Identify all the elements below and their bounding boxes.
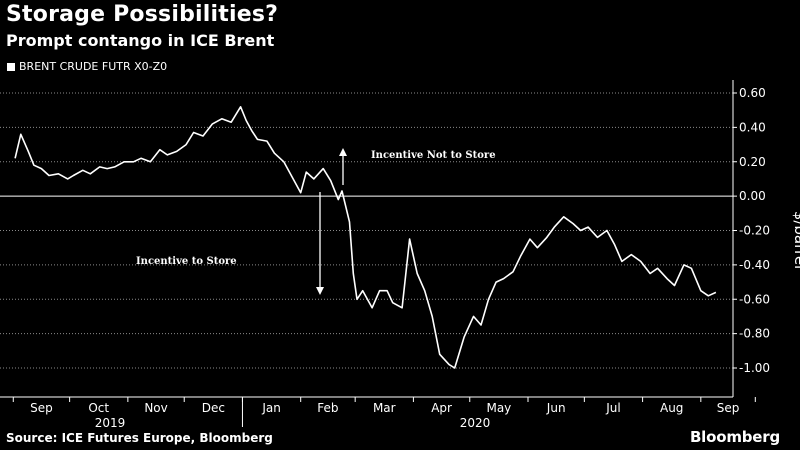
x-tick-label: Sep <box>717 401 740 415</box>
y-tick-label: -0.60 <box>739 292 770 306</box>
x-tick-label: Apr <box>431 401 452 415</box>
y-tick-label: 0.40 <box>739 120 766 134</box>
x-tick-label: Oct <box>88 401 109 415</box>
x-tick-label: May <box>486 401 511 415</box>
y-tick-label: -0.20 <box>739 224 770 238</box>
grid-lines <box>0 92 733 369</box>
y-ticks: 0.60 0.40 0.20 0.00 -0.20 -0.40 -0.60 -0.80 -1.0… <box>733 86 770 375</box>
x-tick-label: Jul <box>605 401 620 415</box>
x-tick-label: Sep <box>30 401 53 415</box>
annotation-incentive-to-store: Incentive to Store <box>136 256 237 267</box>
legend: BRENT CRUDE FUTR X0-Z0 <box>7 60 167 73</box>
x-tick-label: Dec <box>202 401 225 415</box>
x-tick-label: Jun <box>546 401 566 415</box>
y-tick-label: 0.60 <box>739 86 766 100</box>
annotation-arrowhead-up <box>339 148 347 156</box>
x-ticks: Sep Oct Nov Dec Jan Feb Mar Apr May Jun Jul Aug Sep 2… <box>12 397 756 430</box>
legend-swatch <box>7 62 15 71</box>
x-year-label: 2019 <box>95 416 126 430</box>
series-line <box>14 106 717 369</box>
chart-subtitle: Prompt contango in ICE Brent <box>6 31 275 50</box>
annotation-arrowhead-down <box>316 287 324 295</box>
x-tick-label: Jan <box>261 401 281 415</box>
y-tick-label: -0.80 <box>739 327 770 341</box>
source-note: Source: ICE Futures Europe, Bloomberg <box>6 431 273 445</box>
x-tick-label: Feb <box>317 401 338 415</box>
y-tick-label: -0.40 <box>739 258 770 272</box>
annotation-incentive-not-to-store: Incentive Not to Store <box>371 150 496 161</box>
y-tick-label: 0.20 <box>739 155 766 169</box>
bloomberg-logo: Bloomberg <box>689 428 780 446</box>
x-tick-label: Nov <box>144 401 167 415</box>
y-tick-label: -1.00 <box>739 361 770 375</box>
chart-title: Storage Possibilities? <box>6 2 279 27</box>
legend-label: BRENT CRUDE FUTR X0-Z0 <box>19 60 168 73</box>
y-axis-label: $/barrel <box>791 211 800 269</box>
x-tick-label: Aug <box>660 401 683 415</box>
y-tick-label: 0.00 <box>739 189 766 203</box>
x-tick-label: Mar <box>373 401 396 415</box>
x-year-label: 2020 <box>460 416 491 430</box>
